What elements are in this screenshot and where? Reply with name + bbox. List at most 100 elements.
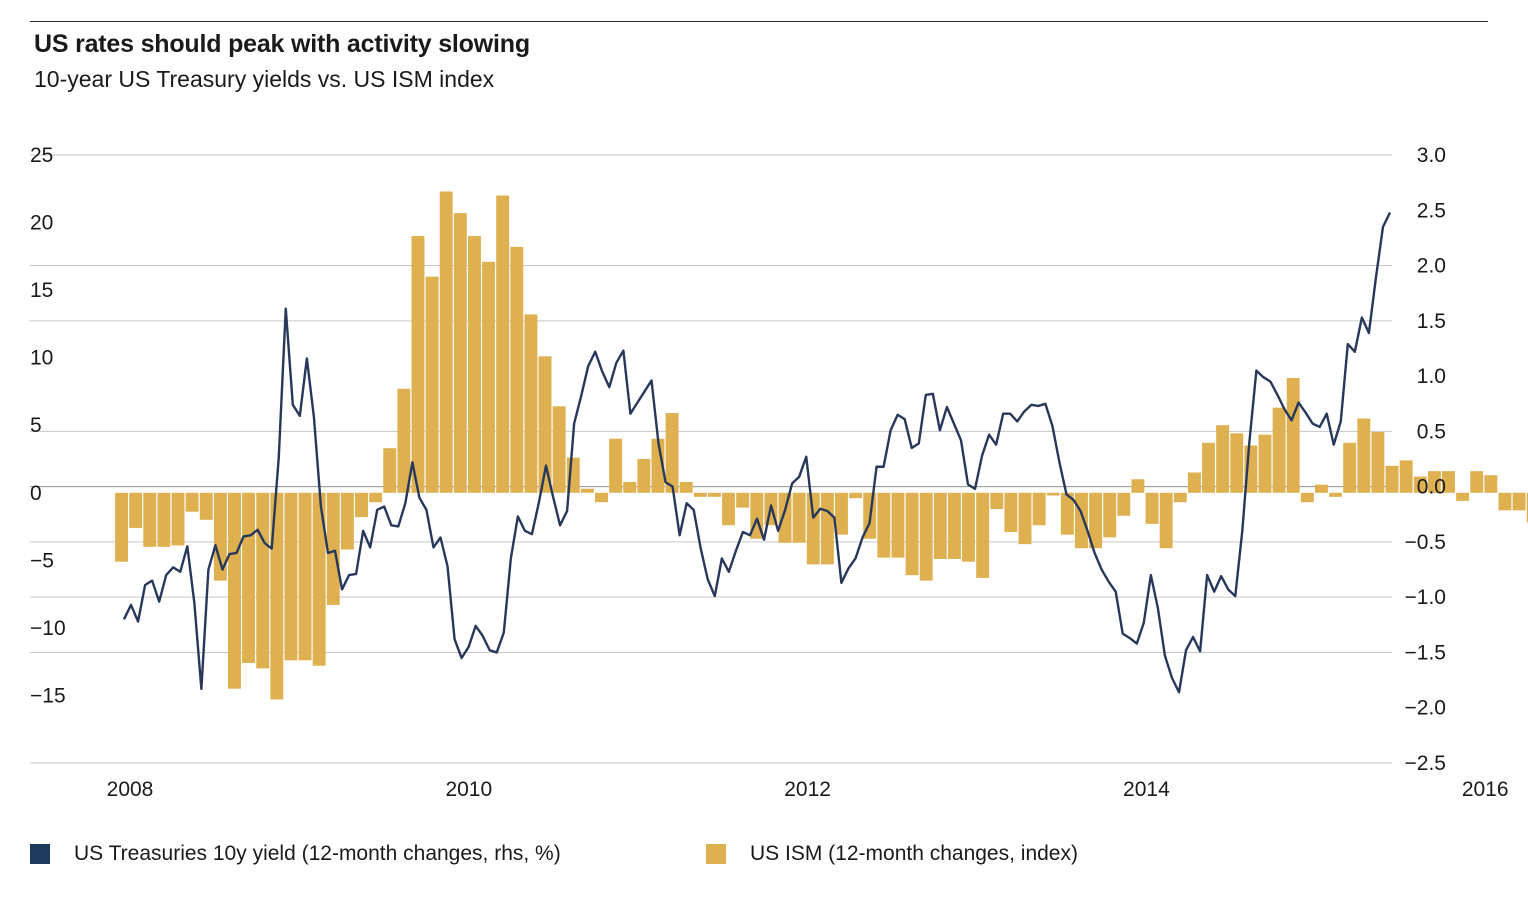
right-tick-label: −2.0 <box>1405 697 1446 720</box>
ism-bar <box>947 492 961 559</box>
ism-bar <box>976 492 990 578</box>
ism-bar <box>1526 492 1528 523</box>
ism-bar <box>143 492 157 547</box>
ism-bar <box>722 492 736 526</box>
ism-bar <box>1442 471 1455 493</box>
ism-bar <box>849 492 863 499</box>
legend-swatch-treasuries <box>30 844 50 864</box>
ism-bar <box>256 492 270 669</box>
ism-bar <box>1173 492 1187 503</box>
ism-bar <box>1343 442 1357 493</box>
treasury-yield-line <box>122 211 1392 694</box>
ism-bar <box>355 492 368 518</box>
ism-bar <box>1329 492 1343 497</box>
ism-bar <box>905 492 919 576</box>
ism-bar <box>1300 492 1314 503</box>
right-tick-label: 1.5 <box>1417 310 1446 333</box>
ism-bar <box>1371 431 1385 493</box>
legend-label-treasuries: US Treasuries 10y yield (12-month change… <box>74 842 561 865</box>
x-tick-label: 2014 <box>1123 778 1170 801</box>
ism-bar <box>467 236 481 493</box>
ism-bar <box>919 492 933 581</box>
ism-bar <box>524 314 538 493</box>
right-tick-label: −0.5 <box>1405 531 1446 554</box>
ism-bar <box>510 246 524 493</box>
ism-bar <box>369 492 383 503</box>
ism-bar <box>580 488 594 493</box>
ism-bar <box>1230 433 1244 493</box>
ism-bar <box>1272 407 1286 493</box>
ism-bar <box>637 459 651 493</box>
right-tick-label: 1.0 <box>1417 365 1446 388</box>
ism-bar <box>1258 434 1272 493</box>
left-tick-label: 10 <box>30 347 53 370</box>
ism-bar <box>298 492 312 661</box>
treasury-line <box>122 211 1392 694</box>
ism-bar <box>736 492 750 508</box>
ism-bar <box>482 261 496 493</box>
right-tick-label: 0.0 <box>1417 476 1446 499</box>
ism-bar <box>609 438 623 493</box>
ism-bar <box>1216 425 1230 493</box>
left-tick-label: 25 <box>30 144 53 167</box>
ism-bar <box>312 492 326 666</box>
ism-bar <box>270 492 284 700</box>
top-rule <box>30 21 1488 22</box>
ism-bar <box>1004 492 1018 532</box>
ism-bar <box>185 492 199 512</box>
ism-bar <box>1314 484 1328 493</box>
ism-bar <box>665 413 679 493</box>
ism-bar <box>806 492 820 565</box>
ism-bar <box>1075 492 1088 549</box>
ism-bar <box>707 492 721 497</box>
ism-bar <box>1089 492 1103 549</box>
ism-bar <box>1103 492 1117 538</box>
ism-bar <box>1060 492 1074 535</box>
ism-bar <box>1202 442 1215 493</box>
ism-bar <box>1032 492 1046 526</box>
chart-area: 25 20 15 10 5 0 −5 −10 −15 3.0 2.5 2.0 1.5 1.0 0.5 0.0… <box>30 144 1528 801</box>
ism-bar <box>340 492 354 550</box>
ism-bar <box>1046 492 1060 496</box>
ism-bar <box>1498 492 1512 511</box>
right-tick-label: 2.5 <box>1417 199 1446 222</box>
legend: US Treasuries 10y yield (12-month change… <box>30 842 1490 872</box>
ism-bar <box>1399 460 1413 493</box>
ism-bar <box>228 492 241 689</box>
left-tick-label: 15 <box>30 279 53 302</box>
right-axis: 3.0 2.5 2.0 1.5 1.0 0.5 0.0 −0.5 −1.0 −1.5 −2.0 −2.… <box>1405 144 1446 775</box>
left-tick-label: 5 <box>30 414 42 437</box>
ism-bar <box>199 492 213 520</box>
x-tick-label: 2008 <box>107 778 154 801</box>
right-tick-label: 3.0 <box>1417 144 1446 167</box>
ism-bar <box>213 492 227 581</box>
right-tick-label: −1.5 <box>1405 641 1446 664</box>
legend-item-treasuries: US Treasuries 10y yield (12-month change… <box>30 842 561 866</box>
ism-bar <box>552 406 566 493</box>
left-tick-label: −15 <box>30 684 66 707</box>
right-tick-label: −1.0 <box>1405 586 1446 609</box>
ism-bar <box>1131 479 1145 493</box>
ism-bar <box>595 492 608 503</box>
ism-bar <box>1456 492 1470 501</box>
left-axis: 25 20 15 10 5 0 −5 −10 −15 <box>30 144 66 707</box>
x-axis: 20082010201220142016201820202022 <box>107 778 1509 801</box>
ism-bar <box>439 191 453 493</box>
ism-bar <box>1159 492 1173 549</box>
ism-bar <box>1357 418 1371 493</box>
ism-bar <box>129 492 143 528</box>
left-tick-label: −10 <box>30 617 66 640</box>
ism-bar <box>115 492 128 562</box>
ism-bar <box>1286 377 1300 493</box>
ism-bar <box>962 492 975 562</box>
ism-bar <box>778 492 792 543</box>
ism-bars <box>115 191 1528 700</box>
left-tick-label: 20 <box>30 212 53 235</box>
right-tick-label: 2.0 <box>1417 255 1446 278</box>
ism-bar <box>538 356 552 493</box>
ism-bar <box>820 492 834 565</box>
x-tick-label: 2012 <box>784 778 831 801</box>
ism-bar <box>1145 492 1159 524</box>
ism-bar <box>933 492 947 559</box>
ism-bar <box>792 492 806 543</box>
